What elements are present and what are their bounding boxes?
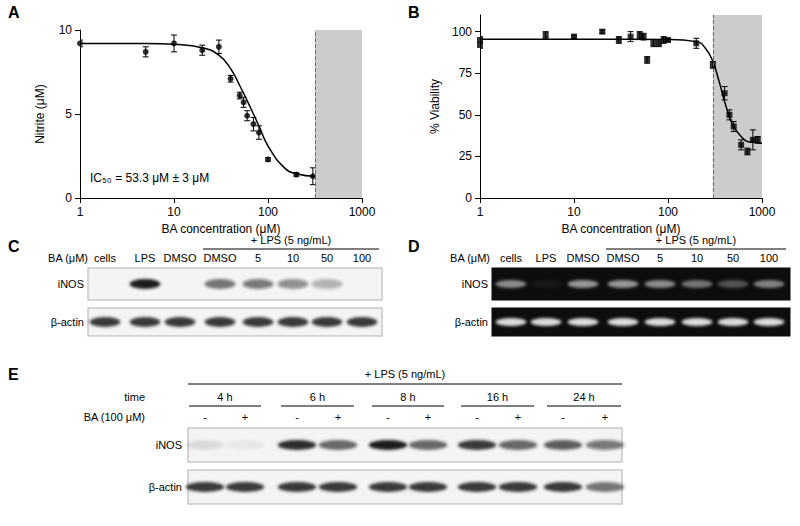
svg-text:-: - bbox=[295, 411, 299, 423]
svg-text:100: 100 bbox=[658, 205, 678, 219]
svg-text:50: 50 bbox=[727, 252, 739, 264]
svg-text:0: 0 bbox=[65, 191, 72, 205]
svg-text:BA concentration (μM): BA concentration (μM) bbox=[162, 222, 281, 236]
svg-text:+: + bbox=[242, 411, 248, 423]
svg-text:1: 1 bbox=[77, 205, 84, 219]
svg-text:iNOS: iNOS bbox=[58, 278, 84, 290]
svg-text:β-actin: β-actin bbox=[455, 316, 488, 328]
svg-text:10: 10 bbox=[567, 205, 581, 219]
svg-text:75: 75 bbox=[459, 66, 473, 80]
svg-text:5: 5 bbox=[65, 107, 72, 121]
svg-text:-: - bbox=[203, 411, 207, 423]
svg-text:-: - bbox=[475, 411, 479, 423]
svg-text:-: - bbox=[561, 411, 565, 423]
svg-text:+ LPS (5 ng/mL): + LPS (5 ng/mL) bbox=[365, 368, 445, 380]
svg-text:LPS: LPS bbox=[536, 252, 557, 264]
svg-text:10: 10 bbox=[59, 23, 73, 37]
svg-text:8 h: 8 h bbox=[400, 391, 415, 403]
svg-text:cells: cells bbox=[500, 252, 523, 264]
svg-text:1000: 1000 bbox=[349, 205, 376, 219]
svg-text:1: 1 bbox=[477, 205, 484, 219]
svg-text:1000: 1000 bbox=[749, 205, 776, 219]
svg-text:Nitrite (μM): Nitrite (μM) bbox=[33, 84, 47, 144]
svg-text:10: 10 bbox=[287, 252, 299, 264]
svg-text:10: 10 bbox=[691, 252, 703, 264]
svg-text:IC₅₀ = 53.3 μM ± 3 μM: IC₅₀ = 53.3 μM ± 3 μM bbox=[90, 171, 209, 185]
svg-text:100: 100 bbox=[353, 252, 371, 264]
svg-text:A: A bbox=[8, 4, 20, 21]
svg-text:D: D bbox=[408, 238, 420, 255]
svg-text:6 h: 6 h bbox=[310, 391, 325, 403]
svg-text:+: + bbox=[425, 411, 431, 423]
svg-text:+: + bbox=[515, 411, 521, 423]
svg-text:0: 0 bbox=[465, 191, 472, 205]
svg-text:+: + bbox=[602, 411, 608, 423]
svg-text:100: 100 bbox=[760, 252, 778, 264]
svg-text:DMSO: DMSO bbox=[607, 252, 640, 264]
svg-text:iNOS: iNOS bbox=[462, 278, 488, 290]
svg-text:24 h: 24 h bbox=[573, 391, 594, 403]
svg-text:E: E bbox=[8, 366, 19, 383]
svg-text:β-actin: β-actin bbox=[51, 316, 84, 328]
svg-text:25: 25 bbox=[459, 149, 473, 163]
svg-text:DMSO: DMSO bbox=[204, 252, 237, 264]
svg-text:LPS: LPS bbox=[135, 252, 156, 264]
svg-text:100: 100 bbox=[452, 25, 472, 39]
svg-text:5: 5 bbox=[657, 252, 663, 264]
svg-text:β-actin: β-actin bbox=[149, 481, 182, 493]
svg-text:+ LPS (5 ng/mL): + LPS (5 ng/mL) bbox=[250, 234, 332, 246]
svg-text:16 h: 16 h bbox=[487, 391, 508, 403]
svg-text:+ LPS (5 ng/mL): + LPS (5 ng/mL) bbox=[655, 234, 737, 246]
svg-text:5: 5 bbox=[255, 252, 261, 264]
svg-text:100: 100 bbox=[258, 205, 278, 219]
svg-text:BA concentration (μM): BA concentration (μM) bbox=[562, 222, 681, 236]
svg-text:+: + bbox=[335, 411, 341, 423]
svg-text:BA (100 μM): BA (100 μM) bbox=[84, 411, 145, 423]
svg-text:B: B bbox=[408, 4, 420, 21]
svg-text:-: - bbox=[386, 411, 390, 423]
svg-text:BA (μM): BA (μM) bbox=[48, 252, 88, 264]
svg-text:DMSO: DMSO bbox=[567, 252, 600, 264]
svg-text:DMSO: DMSO bbox=[164, 252, 197, 264]
svg-text:50: 50 bbox=[459, 108, 473, 122]
svg-text:50: 50 bbox=[321, 252, 333, 264]
svg-text:10: 10 bbox=[167, 205, 181, 219]
svg-text:% Viability: % Viability bbox=[428, 79, 442, 134]
svg-text:BA (μM): BA (μM) bbox=[450, 252, 490, 264]
svg-text:4 h: 4 h bbox=[217, 391, 232, 403]
svg-text:cells: cells bbox=[94, 252, 117, 264]
svg-text:iNOS: iNOS bbox=[156, 439, 182, 451]
svg-text:time: time bbox=[124, 391, 145, 403]
svg-text:C: C bbox=[8, 238, 20, 255]
